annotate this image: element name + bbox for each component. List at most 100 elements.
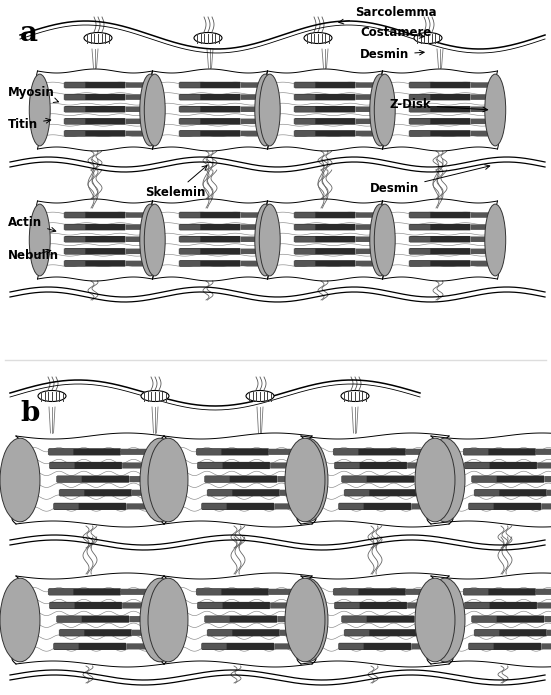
FancyBboxPatch shape [341, 616, 367, 622]
FancyBboxPatch shape [64, 224, 85, 230]
FancyBboxPatch shape [468, 503, 494, 509]
FancyBboxPatch shape [334, 448, 406, 455]
FancyBboxPatch shape [344, 630, 369, 636]
FancyBboxPatch shape [205, 475, 277, 483]
Ellipse shape [370, 204, 391, 276]
FancyBboxPatch shape [179, 224, 201, 230]
FancyBboxPatch shape [197, 588, 269, 596]
FancyBboxPatch shape [202, 643, 274, 650]
FancyBboxPatch shape [294, 212, 315, 218]
FancyBboxPatch shape [241, 82, 262, 88]
Ellipse shape [285, 439, 325, 522]
FancyBboxPatch shape [132, 490, 158, 496]
FancyBboxPatch shape [471, 119, 492, 124]
FancyBboxPatch shape [126, 236, 147, 242]
FancyBboxPatch shape [333, 589, 358, 595]
FancyBboxPatch shape [417, 630, 442, 636]
FancyBboxPatch shape [355, 249, 377, 254]
FancyBboxPatch shape [464, 462, 490, 468]
FancyBboxPatch shape [333, 449, 358, 455]
FancyBboxPatch shape [469, 502, 541, 510]
FancyBboxPatch shape [48, 589, 73, 595]
Ellipse shape [415, 439, 455, 522]
FancyBboxPatch shape [64, 249, 85, 254]
FancyBboxPatch shape [295, 106, 355, 113]
FancyBboxPatch shape [64, 82, 126, 88]
FancyBboxPatch shape [411, 503, 437, 509]
FancyBboxPatch shape [126, 95, 147, 100]
Ellipse shape [29, 74, 50, 146]
FancyBboxPatch shape [355, 236, 377, 242]
FancyBboxPatch shape [414, 476, 440, 482]
Ellipse shape [0, 578, 40, 662]
FancyBboxPatch shape [60, 489, 132, 496]
FancyBboxPatch shape [49, 462, 74, 468]
Text: Titin: Titin [8, 118, 51, 131]
FancyBboxPatch shape [198, 602, 270, 609]
Ellipse shape [0, 439, 40, 522]
FancyBboxPatch shape [409, 260, 471, 267]
FancyBboxPatch shape [474, 630, 499, 636]
FancyBboxPatch shape [241, 95, 262, 100]
FancyBboxPatch shape [409, 212, 430, 218]
FancyBboxPatch shape [180, 118, 240, 124]
FancyBboxPatch shape [269, 589, 294, 595]
Ellipse shape [415, 578, 455, 662]
FancyBboxPatch shape [56, 616, 82, 622]
FancyBboxPatch shape [409, 249, 430, 254]
Ellipse shape [148, 439, 188, 522]
FancyBboxPatch shape [198, 462, 270, 469]
FancyBboxPatch shape [341, 476, 367, 482]
Ellipse shape [140, 578, 180, 662]
FancyBboxPatch shape [407, 603, 433, 609]
FancyBboxPatch shape [59, 630, 84, 636]
Ellipse shape [485, 74, 506, 146]
FancyBboxPatch shape [270, 462, 296, 468]
FancyBboxPatch shape [471, 249, 492, 254]
Ellipse shape [29, 204, 50, 276]
FancyBboxPatch shape [122, 603, 148, 609]
Text: Costamere: Costamere [360, 26, 431, 40]
FancyBboxPatch shape [355, 82, 377, 88]
FancyBboxPatch shape [126, 644, 152, 649]
FancyBboxPatch shape [197, 462, 223, 468]
FancyBboxPatch shape [126, 212, 147, 218]
FancyBboxPatch shape [342, 616, 414, 623]
Ellipse shape [140, 439, 180, 522]
FancyBboxPatch shape [295, 224, 355, 230]
FancyBboxPatch shape [355, 261, 377, 266]
FancyBboxPatch shape [409, 119, 430, 124]
FancyBboxPatch shape [463, 589, 488, 595]
Ellipse shape [485, 204, 506, 276]
FancyBboxPatch shape [547, 630, 551, 636]
FancyBboxPatch shape [469, 643, 541, 650]
Text: Myosin: Myosin [8, 85, 58, 102]
FancyBboxPatch shape [474, 489, 547, 496]
Ellipse shape [304, 33, 332, 44]
FancyBboxPatch shape [339, 643, 411, 650]
FancyBboxPatch shape [180, 236, 240, 243]
FancyBboxPatch shape [465, 462, 537, 469]
FancyBboxPatch shape [295, 82, 355, 88]
FancyBboxPatch shape [464, 588, 536, 596]
FancyBboxPatch shape [64, 118, 126, 124]
FancyBboxPatch shape [64, 212, 85, 218]
FancyBboxPatch shape [180, 248, 240, 254]
FancyBboxPatch shape [48, 449, 73, 455]
FancyBboxPatch shape [409, 131, 430, 136]
FancyBboxPatch shape [241, 224, 262, 230]
Ellipse shape [288, 578, 328, 662]
Ellipse shape [140, 74, 161, 146]
FancyBboxPatch shape [126, 249, 147, 254]
FancyBboxPatch shape [121, 589, 147, 595]
FancyBboxPatch shape [295, 118, 355, 124]
FancyBboxPatch shape [295, 248, 355, 254]
FancyBboxPatch shape [64, 260, 126, 267]
FancyBboxPatch shape [50, 462, 122, 469]
Ellipse shape [255, 204, 276, 276]
FancyBboxPatch shape [196, 589, 222, 595]
FancyBboxPatch shape [463, 449, 488, 455]
Ellipse shape [148, 578, 188, 662]
Text: Desmin: Desmin [360, 49, 424, 61]
FancyBboxPatch shape [471, 212, 492, 218]
